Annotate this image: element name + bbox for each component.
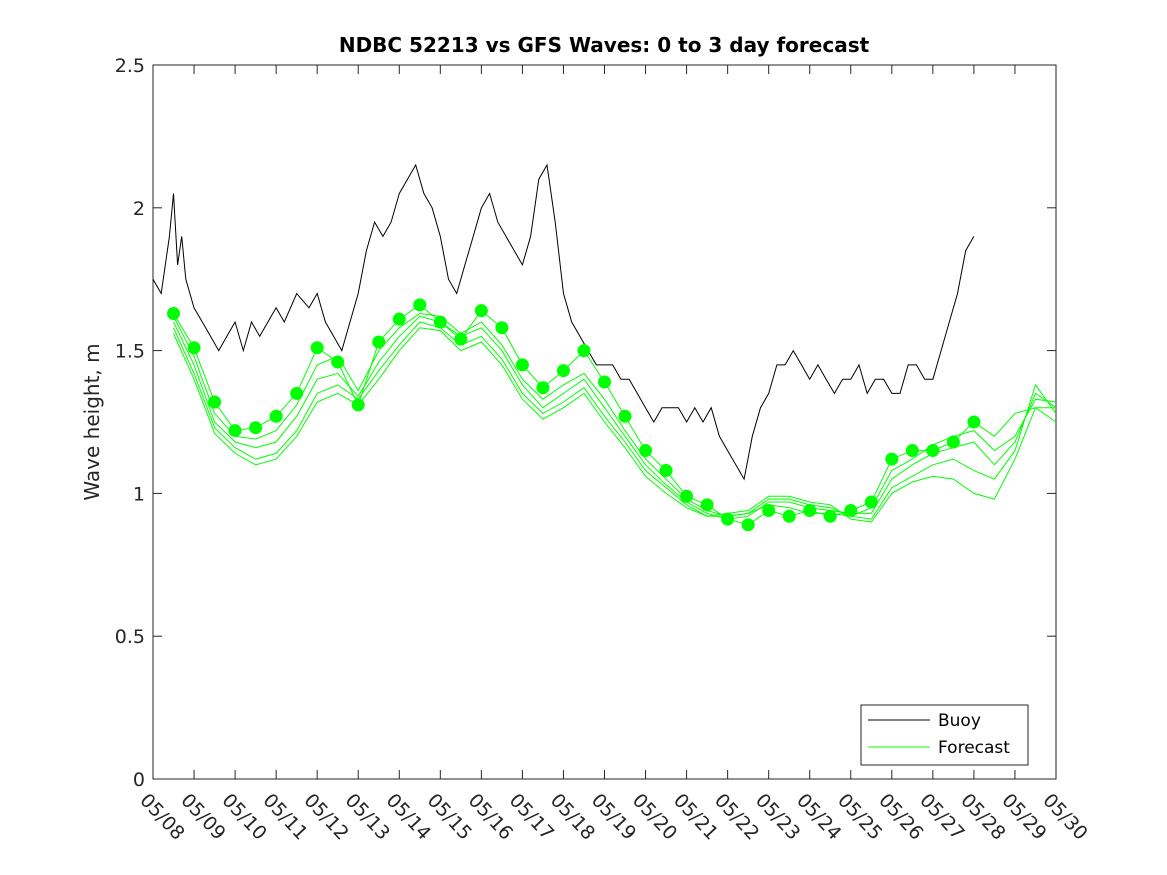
forecast-marker bbox=[290, 386, 304, 400]
forecast-marker bbox=[495, 321, 509, 335]
forecast-marker bbox=[433, 315, 447, 329]
forecast-marker bbox=[372, 335, 386, 349]
forecast-marker bbox=[331, 355, 345, 369]
forecast-marker bbox=[577, 344, 591, 358]
forecast-marker bbox=[700, 498, 714, 512]
chart-title: NDBC 52213 vs GFS Waves: 0 to 3 day fore… bbox=[339, 33, 870, 57]
y-tick-label: 2 bbox=[133, 198, 145, 220]
y-tick-label: 1 bbox=[133, 483, 145, 505]
forecast-marker bbox=[721, 512, 735, 526]
forecast-marker bbox=[803, 504, 817, 518]
forecast-marker bbox=[515, 358, 529, 372]
forecast-marker bbox=[208, 395, 222, 409]
forecast-marker bbox=[618, 409, 632, 423]
forecast-marker bbox=[946, 435, 960, 449]
y-tick-label: 2.5 bbox=[115, 55, 145, 77]
forecast-run-line-3 bbox=[173, 315, 1057, 520]
forecast-marker bbox=[536, 381, 550, 395]
y-tick-label: 0.5 bbox=[115, 626, 145, 648]
forecast-marker bbox=[310, 341, 324, 355]
legend: Buoy Forecast bbox=[860, 704, 1029, 766]
forecast-marker bbox=[823, 509, 837, 523]
forecast-marker bbox=[967, 415, 981, 429]
legend-buoy-label: Buoy bbox=[938, 711, 981, 731]
forecast-marker bbox=[249, 421, 263, 435]
legend-forecast-label: Forecast bbox=[938, 738, 1010, 758]
y-tick-label: 1.5 bbox=[115, 341, 145, 363]
forecast-marker bbox=[413, 298, 427, 312]
forecast-marker bbox=[762, 504, 776, 518]
forecast-marker bbox=[885, 452, 899, 466]
y-tick-label: 0 bbox=[133, 769, 145, 791]
forecast-marker bbox=[351, 398, 365, 412]
forecast-marker bbox=[844, 504, 858, 518]
forecast-marker bbox=[454, 332, 468, 346]
forecast-marker bbox=[680, 489, 694, 503]
forecast-marker bbox=[228, 424, 242, 438]
forecast-marker bbox=[269, 409, 283, 423]
forecast-marker bbox=[741, 518, 755, 532]
forecast-marker bbox=[392, 312, 406, 326]
forecast-marker bbox=[167, 306, 181, 320]
forecast-marker bbox=[905, 444, 919, 458]
forecast-marker bbox=[187, 341, 201, 355]
forecast-marker bbox=[659, 464, 673, 478]
y-axis-title: Wave height, m bbox=[80, 343, 104, 500]
forecast-marker bbox=[926, 444, 940, 458]
forecast-run-line-2 bbox=[173, 312, 1057, 517]
forecast-run-line-5 bbox=[173, 327, 1057, 523]
legend-box bbox=[860, 704, 1029, 766]
forecast-marker bbox=[864, 495, 878, 509]
forecast-marker bbox=[782, 509, 796, 523]
forecast-marker bbox=[598, 375, 611, 389]
buoy-line bbox=[152, 163, 975, 481]
forecast-marker bbox=[474, 304, 488, 318]
forecast-marker bbox=[556, 364, 570, 378]
forecast-marker bbox=[639, 444, 653, 458]
forecast-run-line-4 bbox=[173, 321, 1057, 520]
